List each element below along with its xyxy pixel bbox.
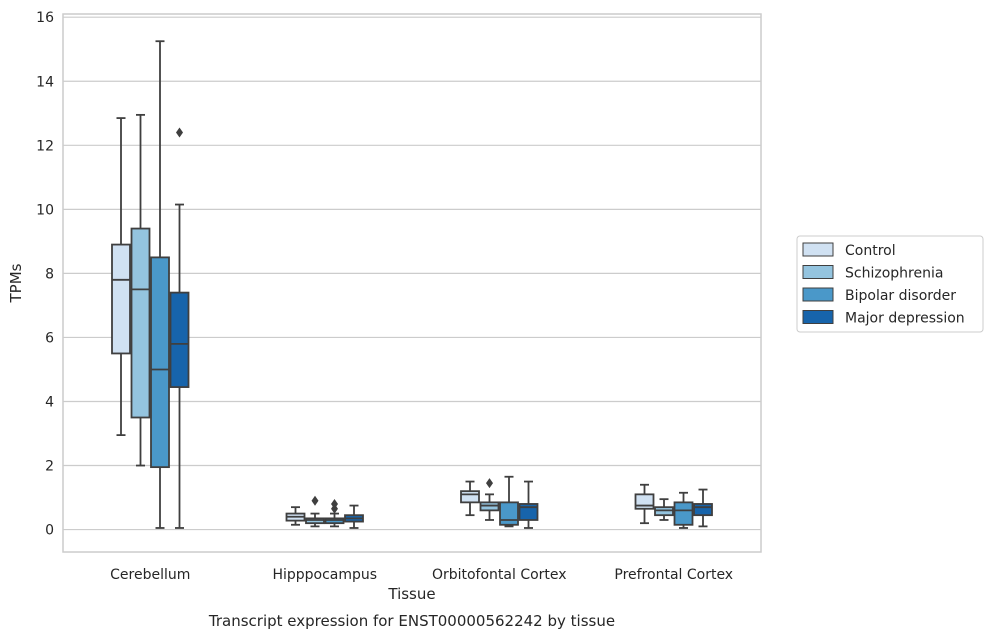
box-control [285,506,306,526]
box-bipolar-disorder [673,491,694,529]
box-iqr [169,291,190,388]
outlier-point [486,478,493,489]
x-tick-label: Orbitofontal Cortex [432,567,567,583]
y-tick-label: 8 [45,266,54,282]
x-tick-label: Prefrontal Cortex [614,567,733,583]
y-tick-label: 16 [36,10,54,26]
box-schizophrenia [305,495,325,528]
box-iqr [150,256,170,469]
x-axis-ticks: Cerebellum Hipppocampus Orbitofontal Corte… [110,567,733,583]
box-major-depression [169,127,190,529]
box-bipolar-disorder [324,498,345,528]
x-axis-label: Tissue [387,585,435,603]
x-tick-label: Cerebellum [110,567,190,583]
legend-frame [796,235,984,333]
legend-swatch [802,310,834,324]
box-groups [111,40,713,529]
box-schizophrenia [130,113,151,467]
y-axis-label: TPMs [7,263,25,303]
plot-area [62,13,762,553]
box-major-depression [693,488,713,528]
box-iqr [673,501,694,526]
box-iqr [111,243,131,355]
outlier-point [311,495,319,506]
x-tick-label: Hipppocampus [272,567,377,583]
y-axis-ticks: 0 2 4 6 8 10 12 14 16 [36,10,54,538]
y-tick-label: 6 [45,330,54,346]
legend-label: Bipolar disorder [845,288,956,304]
y-tick-label: 2 [45,459,54,475]
y-tick-label: 4 [45,394,54,410]
box-control [111,117,131,437]
y-tick-label: 14 [36,74,54,90]
box-bipolar-disorder [499,475,519,528]
box-major-depression [518,480,539,529]
outlier-point [331,498,338,509]
legend-swatch [802,242,834,257]
legend-label: Control [845,243,896,259]
y-tick-label: 0 [45,523,54,539]
chart-caption: Transcript expression for ENST0000056224… [208,612,615,630]
box-iqr [130,227,151,419]
box-control [460,480,480,517]
y-tick-label: 10 [36,202,54,218]
box-iqr [693,503,713,517]
box-schizophrenia [479,478,500,521]
box-iqr [634,493,655,510]
box-iqr [460,490,480,504]
legend-swatch [802,287,834,302]
box-control [634,483,655,525]
box-bipolar-disorder [150,40,170,529]
legend-label: Schizophrenia [845,266,943,282]
legend: Control Schizophrenia Bipolar disorder Majo… [796,235,984,333]
y-tick-label: 12 [36,138,54,154]
legend-label: Major depression [845,311,965,327]
box-schizophrenia [654,498,674,521]
outlier-point [176,127,183,138]
box-iqr [499,501,519,526]
legend-swatch [802,265,834,279]
box-major-depression [344,504,364,529]
